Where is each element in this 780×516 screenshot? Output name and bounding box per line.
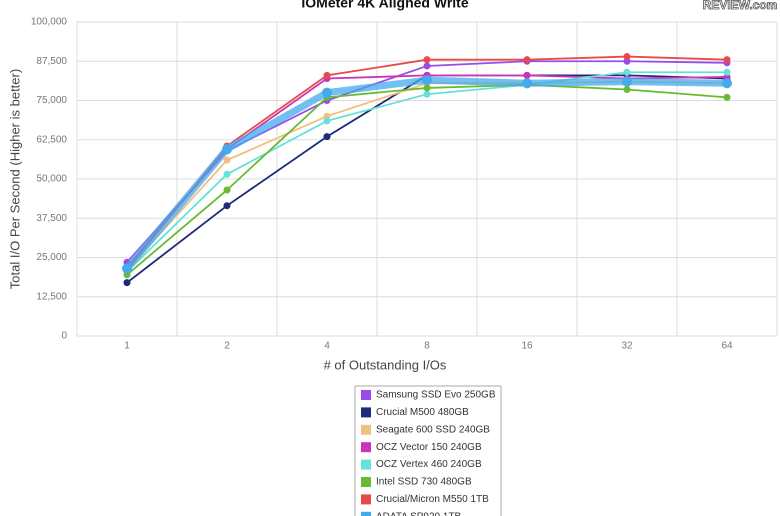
data-point	[723, 68, 731, 76]
x-axis-label: # of Outstanding I/Os	[324, 357, 447, 372]
legend-swatch	[361, 511, 371, 516]
series-line	[126, 80, 728, 271]
legend-label: Crucial M500 480GB	[376, 407, 469, 418]
data-point	[423, 56, 431, 64]
data-point	[723, 93, 731, 101]
legend-label: Intel SSD 730 480GB	[376, 477, 472, 488]
data-point	[223, 186, 231, 194]
x-tick-label: 64	[721, 341, 733, 352]
series-line	[124, 76, 728, 271]
series-line	[126, 83, 728, 276]
data-point	[523, 56, 531, 64]
legend-label: OCZ Vertex 460 240GB	[376, 459, 482, 470]
data-point	[323, 117, 331, 125]
data-point	[223, 202, 231, 210]
y-tick-label: 12,500	[36, 291, 67, 302]
data-point	[422, 75, 432, 86]
data-point	[522, 78, 532, 89]
data-point	[623, 86, 631, 94]
data-point	[623, 53, 631, 61]
legend-swatch	[361, 459, 371, 470]
data-point	[523, 71, 531, 79]
x-tick-label: 8	[424, 341, 430, 352]
y-tick-label: 75,000	[36, 95, 67, 106]
y-tick-label: 50,000	[36, 174, 67, 185]
data-point	[223, 170, 231, 178]
y-tick-label: 87,500	[36, 56, 67, 67]
y-tick-label: 62,500	[36, 134, 67, 145]
x-tick-label: 2	[224, 341, 230, 352]
legend-label: Samsung SSD Evo 250GB	[376, 390, 496, 401]
legend-box	[354, 385, 502, 516]
data-point	[423, 62, 431, 70]
legend-label: ADATA SP920 1TB	[376, 511, 462, 516]
data-point	[223, 156, 231, 164]
data-point	[323, 71, 331, 79]
y-tick-label: 0	[61, 331, 67, 342]
data-point	[322, 87, 332, 98]
data-point	[722, 78, 732, 89]
legend-label: Seagate 600 SSD 240GB	[376, 424, 490, 435]
legend-swatch	[361, 424, 371, 435]
data-point	[423, 90, 431, 98]
y-tick-label: 100,000	[31, 17, 68, 28]
data-point	[622, 76, 632, 87]
data-point	[423, 84, 431, 92]
data-point	[323, 133, 331, 141]
legend-swatch	[361, 390, 371, 400]
data-point	[623, 68, 631, 76]
data-point	[723, 56, 731, 64]
logo: REVIEW.com	[703, 0, 778, 12]
data-point	[222, 144, 232, 155]
legend-label: OCZ Vector 150 240GB	[376, 442, 482, 453]
x-tick-label: 32	[621, 341, 633, 352]
y-axis-label: Total I/O Per Second (Higher is better)	[7, 69, 22, 289]
x-tick-label: 1	[124, 341, 130, 352]
legend-swatch	[361, 442, 371, 453]
x-tick-label: 16	[521, 341, 533, 352]
data-point	[123, 279, 131, 287]
x-tick-label: 4	[324, 341, 330, 352]
data-point	[122, 263, 132, 274]
legend-swatch	[361, 477, 371, 487]
y-tick-label: 37,500	[36, 213, 67, 224]
chart-title: IOMeter 4K Aligned Write	[301, 0, 468, 11]
legend-swatch	[361, 407, 371, 418]
y-tick-label: 25,000	[36, 252, 67, 263]
legend-label: Crucial/Micron M550 1TB	[376, 494, 489, 505]
legend-swatch	[361, 494, 371, 505]
